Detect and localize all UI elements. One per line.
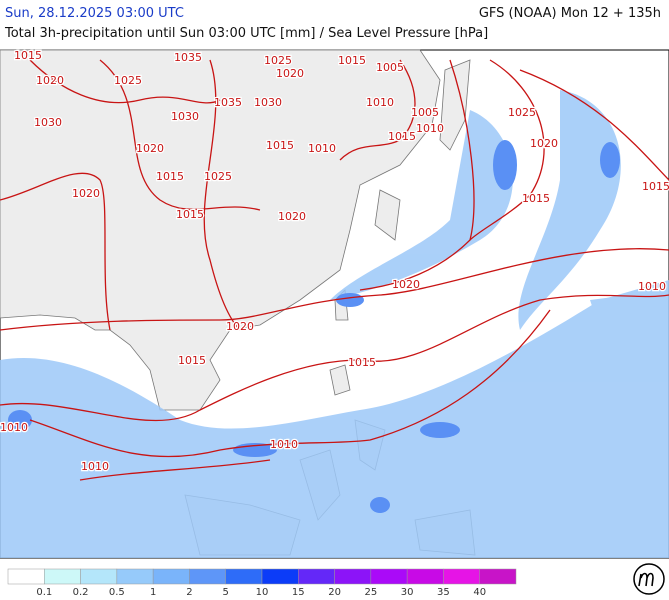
isobar-label: 1030 [171,110,199,123]
legend-label: 2 [186,587,192,598]
legend-label: 1 [150,587,156,598]
logo-mark [638,572,654,587]
isobar-label: 1030 [254,96,282,109]
isobar-label: 1005 [376,61,404,74]
isobar-label: 1035 [174,51,202,64]
legend-label: 30 [401,587,414,598]
legend-label: 10 [256,587,269,598]
isobar-label: 1010 [270,438,298,451]
isobar-label: 1010 [308,142,336,155]
legend-swatch [80,568,118,585]
legend-label: 0.5 [109,587,125,598]
legend-label: 25 [364,587,377,598]
isobar-label: 1035 [214,96,242,109]
isobar-label: 1015 [388,130,416,143]
isobar-label: 1025 [204,170,232,183]
legend-label: 5 [223,587,229,598]
legend-label: 20 [328,587,341,598]
legend-swatch [189,568,226,585]
valid-time: Sun, 28.12.2025 03:00 UTC [5,6,184,21]
legend-swatch [44,568,81,585]
legend-swatch [116,568,154,585]
legend-label: 40 [473,587,486,598]
isobar-label: 1010 [638,280,666,293]
isobar-label: 1015 [348,356,376,369]
isobar-label: 1020 [278,210,306,223]
isobar-label: 1015 [642,180,669,193]
legend-swatch [406,568,444,585]
isobar-label: 1015 [522,192,550,205]
legend-swatch [225,568,263,585]
legend-swatch [7,568,45,585]
legend-label: 35 [437,587,450,598]
isobar-label: 1010 [81,460,109,473]
legend-swatch [443,568,480,585]
isobar-label: 1015 [14,49,42,62]
legend-swatch [152,568,190,585]
isobar-label: 1015 [338,54,366,67]
legend-swatch [298,568,335,585]
mainland [0,49,441,411]
isobar-label: 1025 [114,74,142,87]
isobar-label: 1005 [411,106,439,119]
isobar-label: 1015 [178,354,206,367]
legend-swatch [479,568,517,585]
isobar-label: 1025 [264,54,292,67]
legend-label: 0.1 [36,587,52,598]
subtitle: Total 3h-precipitation until Sun 03:00 U… [5,26,489,41]
isobar-label: 1020 [136,142,164,155]
model-run: GFS (NOAA) Mon 12 + 135h [478,6,661,21]
isobar-label: 1020 [276,67,304,80]
isobar-label: 1020 [36,74,64,87]
isobar-label: 1020 [530,137,558,150]
isobar-label: 1020 [72,187,100,200]
legend-label: 0.2 [73,587,89,598]
legend-swatch [334,568,372,585]
isobar-label: 1025 [508,106,536,119]
logo [633,563,665,595]
isobar-label: 1015 [156,170,184,183]
legend-swatch [370,568,408,585]
isobar-label: 1010 [366,96,394,109]
isobar-label: 1015 [266,139,294,152]
isobar-label: 1015 [176,208,204,221]
isobar-label: 1020 [392,278,420,291]
legend-swatch [261,568,299,585]
isobar-label: 1010 [416,122,444,135]
isobar-label: 1010 [0,421,28,434]
isobar-label: 1030 [34,116,62,129]
isobars [0,59,669,481]
precip-area [0,90,669,558]
isobar-label: 1020 [226,320,254,333]
legend-label: 15 [292,587,305,598]
